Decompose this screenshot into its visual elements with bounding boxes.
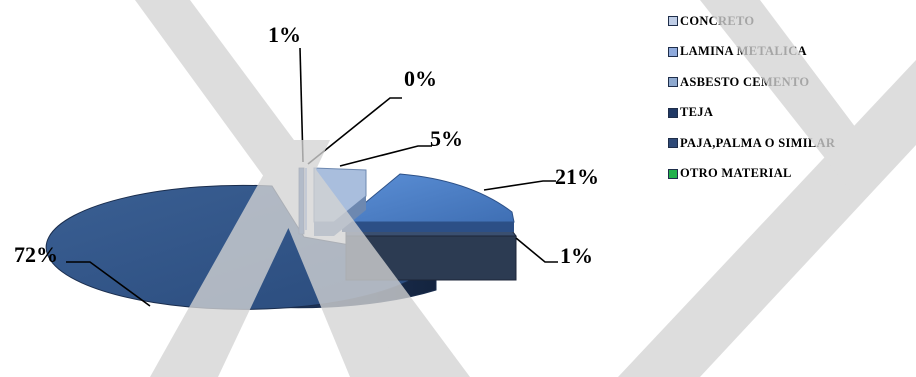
data-label-otro-material: 72% (14, 242, 58, 267)
data-label-concreto: 1% (268, 22, 301, 47)
data-label-asbesto: 5% (430, 126, 463, 151)
slice-concreto (298, 167, 305, 235)
leader-line-concreto (299, 47, 304, 163)
legend-item: CONCRETO (668, 10, 835, 32)
legend-label: PAJA,PALMA O SIMILAR (680, 135, 836, 150)
legend-item: LAMINA METALICA (668, 41, 835, 63)
legend-label: TEJA (680, 105, 714, 120)
legend-swatch (668, 138, 678, 149)
data-label-lamina: 0% (404, 66, 437, 91)
slice-teja (340, 173, 515, 223)
slice-side-paja (345, 232, 517, 281)
slice-side-teja (342, 222, 514, 232)
legend-swatch (668, 46, 678, 57)
legend: CONCRETO LAMINA METALICA ASBESTO CEMENTO… (668, 10, 835, 194)
slice-lamina (305, 168, 307, 230)
leader-line-otro-material (66, 261, 151, 307)
legend-label: OTRO MATERIAL (680, 166, 792, 181)
legend-swatch (668, 168, 678, 179)
legend-item: OTRO MATERIAL (668, 163, 835, 185)
legend-item: PAJA,PALMA O SIMILAR (668, 132, 835, 154)
legend-item: ASBESTO CEMENTO (668, 71, 835, 93)
legend-swatch (668, 77, 678, 88)
leader-line-teja (483, 180, 556, 191)
legend-label: LAMINA METALICA (680, 44, 807, 59)
legend-label: CONCRETO (680, 13, 755, 28)
leader-line-paja (515, 237, 558, 263)
data-label-paja: 1% (560, 243, 593, 268)
legend-label: ASBESTO CEMENTO (680, 74, 810, 89)
leader-line-asbesto (339, 145, 432, 167)
legend-swatch (668, 107, 678, 118)
legend-item: TEJA (668, 102, 835, 124)
legend-swatch (668, 16, 678, 26)
data-label-teja: 21% (555, 164, 599, 189)
